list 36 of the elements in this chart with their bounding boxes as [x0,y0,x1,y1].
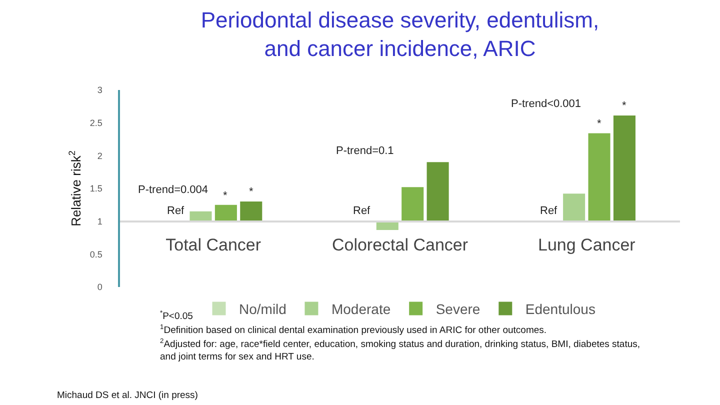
y-tick-label: 1 [97,216,102,226]
y-tick-label: 0 [97,282,102,292]
data-label: * [622,100,627,112]
text: $^{2}$Adjusted for: age, race*field center, education, smoking status and duration, drinking status, BMI, diabetes status, and joint terms for sex and HRT use. [160,338,640,362]
data-label: Ref [540,205,558,217]
legend-label: Severe [436,300,480,317]
text: $^{*}$P<0.05 [160,310,193,322]
y-tick-label: 2.5 [90,118,102,128]
data-label: * [597,118,602,130]
chart-title: Periodontal disease severity, edentulism, and cancer incidence, ARIC [200,8,600,62]
text: Michaud DS et al. JNCI (in press) [57,390,198,401]
bar [214,204,237,222]
legend-label: Edentulous [525,300,596,317]
data-label: * [249,186,254,198]
x-tick-label: Colorectal Cancer [332,235,468,254]
annotation: P-trend=0.1 [336,145,394,157]
bar [588,133,610,222]
y-tick-label: 0.5 [90,249,102,260]
bar [402,187,424,222]
annotation: P-trend<0.001 [511,98,582,110]
text: $^{1}$Definition based on clinical dental examination previously used in ARIC for other outcomes. [160,324,547,336]
data-label: Ref [353,205,372,217]
x-tick-label: Lung Cancer [538,235,636,254]
y-tick-label: 3 [97,85,102,96]
y-tick-label: 2 [97,150,102,161]
bar [613,116,636,222]
data-label: Ref [167,205,186,217]
x-tick-label: Total Cancer [166,235,262,254]
bar [426,162,449,222]
legend-label: No/mild [239,300,286,317]
y-tick-label: 1.5 [90,184,102,194]
data-label: * [223,190,228,202]
bar [563,194,586,222]
bar [240,202,262,222]
legend-label: Moderate [331,300,391,317]
annotation: P-trend=0.004 [138,184,208,196]
